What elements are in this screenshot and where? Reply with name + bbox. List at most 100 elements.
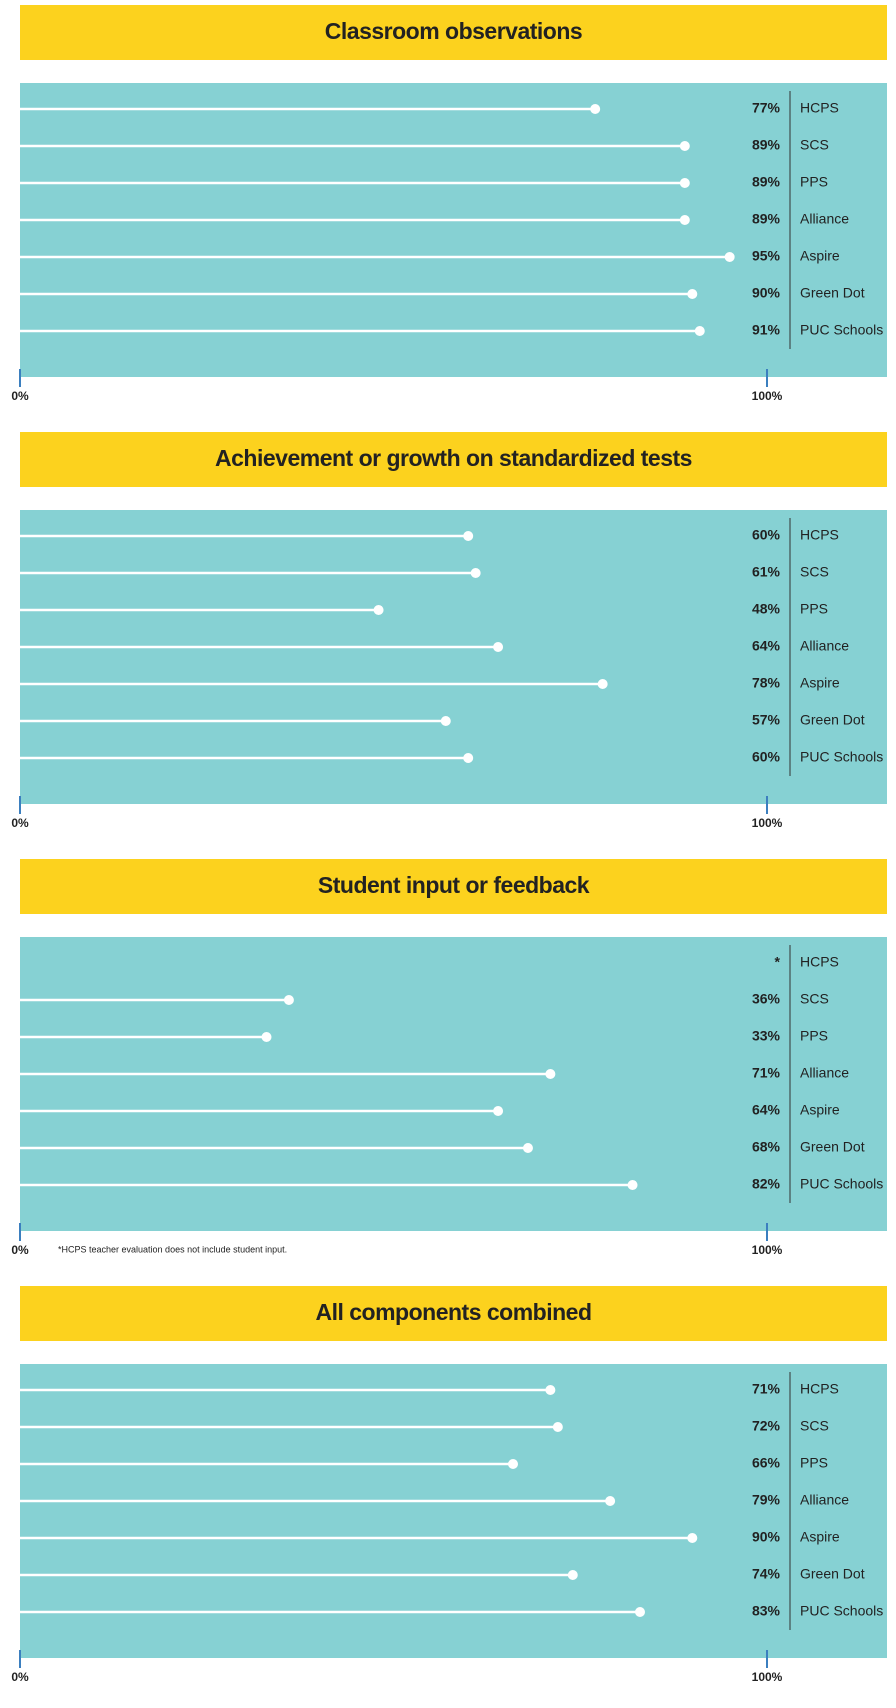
title-banner bbox=[20, 5, 887, 60]
value-label: 48% bbox=[752, 601, 781, 617]
panel bbox=[20, 510, 887, 804]
x-tick-label: 0% bbox=[11, 1670, 29, 1684]
lollipop-dot bbox=[470, 568, 481, 578]
category-label: HCPS bbox=[800, 100, 839, 116]
category-label: SCS bbox=[800, 137, 829, 153]
category-label: PPS bbox=[800, 1028, 828, 1044]
category-label: SCS bbox=[800, 564, 829, 580]
lollipop-dot bbox=[679, 178, 690, 188]
x-tick-label: 100% bbox=[752, 389, 783, 403]
lollipop-dot bbox=[261, 1032, 272, 1042]
title-banner bbox=[20, 1286, 887, 1341]
category-label: Alliance bbox=[800, 1065, 849, 1081]
value-label: 90% bbox=[752, 285, 781, 301]
lollipop-dot bbox=[440, 716, 451, 726]
value-label: 64% bbox=[752, 638, 781, 654]
value-label: 78% bbox=[752, 675, 781, 691]
lollipop-dot bbox=[283, 995, 294, 1005]
lollipop-dot bbox=[545, 1385, 556, 1395]
lollipop-dot bbox=[493, 642, 504, 652]
value-label: 74% bbox=[752, 1566, 781, 1582]
x-tick-label: 100% bbox=[752, 1243, 783, 1257]
panel bbox=[20, 83, 887, 377]
category-label: SCS bbox=[800, 991, 829, 1007]
value-label: 90% bbox=[752, 1529, 781, 1545]
category-label: PPS bbox=[800, 1455, 828, 1471]
value-label: 60% bbox=[752, 527, 781, 543]
category-label: Green Dot bbox=[800, 1139, 865, 1155]
value-label: 66% bbox=[752, 1455, 781, 1471]
lollipop-dot bbox=[597, 679, 608, 689]
lollipop-dot bbox=[687, 289, 698, 299]
category-label: PUC Schools bbox=[800, 1176, 883, 1192]
value-label: 83% bbox=[752, 1603, 781, 1619]
lollipop-dot bbox=[463, 531, 474, 541]
value-label: 91% bbox=[752, 322, 781, 338]
category-label: Aspire bbox=[800, 1529, 840, 1545]
value-label: 72% bbox=[752, 1418, 781, 1434]
value-label: 33% bbox=[752, 1028, 781, 1044]
panel bbox=[20, 1364, 887, 1658]
category-label: Green Dot bbox=[800, 712, 865, 728]
lollipop-dot bbox=[463, 753, 474, 763]
lollipop-dot bbox=[635, 1607, 646, 1617]
value-label: 71% bbox=[752, 1065, 781, 1081]
chart-title: Achievement or growth on standardized te… bbox=[215, 445, 692, 471]
category-label: Alliance bbox=[800, 1492, 849, 1508]
category-label: PPS bbox=[800, 174, 828, 190]
category-label: HCPS bbox=[800, 954, 839, 970]
lollipop-dot bbox=[627, 1180, 638, 1190]
panel bbox=[20, 937, 887, 1231]
value-label: 79% bbox=[752, 1492, 781, 1508]
lollipop-dot bbox=[373, 605, 384, 615]
lollipop-dot bbox=[493, 1106, 504, 1116]
category-label: Green Dot bbox=[800, 1566, 865, 1582]
category-label: PUC Schools bbox=[800, 749, 883, 765]
lollipop-dot bbox=[545, 1069, 556, 1079]
lollipop-dot bbox=[508, 1459, 519, 1469]
x-tick-label: 100% bbox=[752, 816, 783, 830]
lollipop-dot bbox=[679, 141, 690, 151]
category-label: PPS bbox=[800, 601, 828, 617]
x-tick-label: 0% bbox=[11, 389, 29, 403]
category-label: PUC Schools bbox=[800, 1603, 883, 1619]
lollipop-dot bbox=[522, 1143, 533, 1153]
category-label: Alliance bbox=[800, 211, 849, 227]
value-label: 57% bbox=[752, 712, 781, 728]
title-banner bbox=[20, 859, 887, 914]
category-label: Green Dot bbox=[800, 285, 865, 301]
chart-title: Classroom observations bbox=[325, 18, 582, 44]
value-label: 82% bbox=[752, 1176, 781, 1192]
lollipop-dot bbox=[552, 1422, 563, 1432]
category-label: Aspire bbox=[800, 248, 840, 264]
lollipop-dot bbox=[724, 252, 735, 262]
lollipop-dot bbox=[590, 104, 601, 114]
category-label: HCPS bbox=[800, 527, 839, 543]
x-tick-label: 100% bbox=[752, 1670, 783, 1684]
title-banner bbox=[20, 432, 887, 487]
footnote: *HCPS teacher evaluation does not includ… bbox=[58, 1244, 287, 1254]
category-label: Aspire bbox=[800, 1102, 840, 1118]
lollipop-dot bbox=[605, 1496, 616, 1506]
value-label: 71% bbox=[752, 1381, 781, 1397]
value-label: 89% bbox=[752, 137, 781, 153]
chart-title: All components combined bbox=[315, 1299, 591, 1325]
value-label: 61% bbox=[752, 564, 781, 580]
category-label: SCS bbox=[800, 1418, 829, 1434]
value-label: 36% bbox=[752, 991, 781, 1007]
lollipop-dot bbox=[687, 1533, 698, 1543]
lollipop-dot bbox=[567, 1570, 578, 1580]
value-label: 60% bbox=[752, 749, 781, 765]
value-label: 77% bbox=[752, 100, 781, 116]
chart-title: Student input or feedback bbox=[318, 872, 590, 898]
value-label: 89% bbox=[752, 174, 781, 190]
category-label: Aspire bbox=[800, 675, 840, 691]
category-label: PUC Schools bbox=[800, 322, 883, 338]
x-tick-label: 0% bbox=[11, 1243, 29, 1257]
category-label: HCPS bbox=[800, 1381, 839, 1397]
lollipop-dot bbox=[694, 326, 705, 336]
value-label: 64% bbox=[752, 1102, 781, 1118]
value-label: 89% bbox=[752, 211, 781, 227]
x-tick-label: 0% bbox=[11, 816, 29, 830]
